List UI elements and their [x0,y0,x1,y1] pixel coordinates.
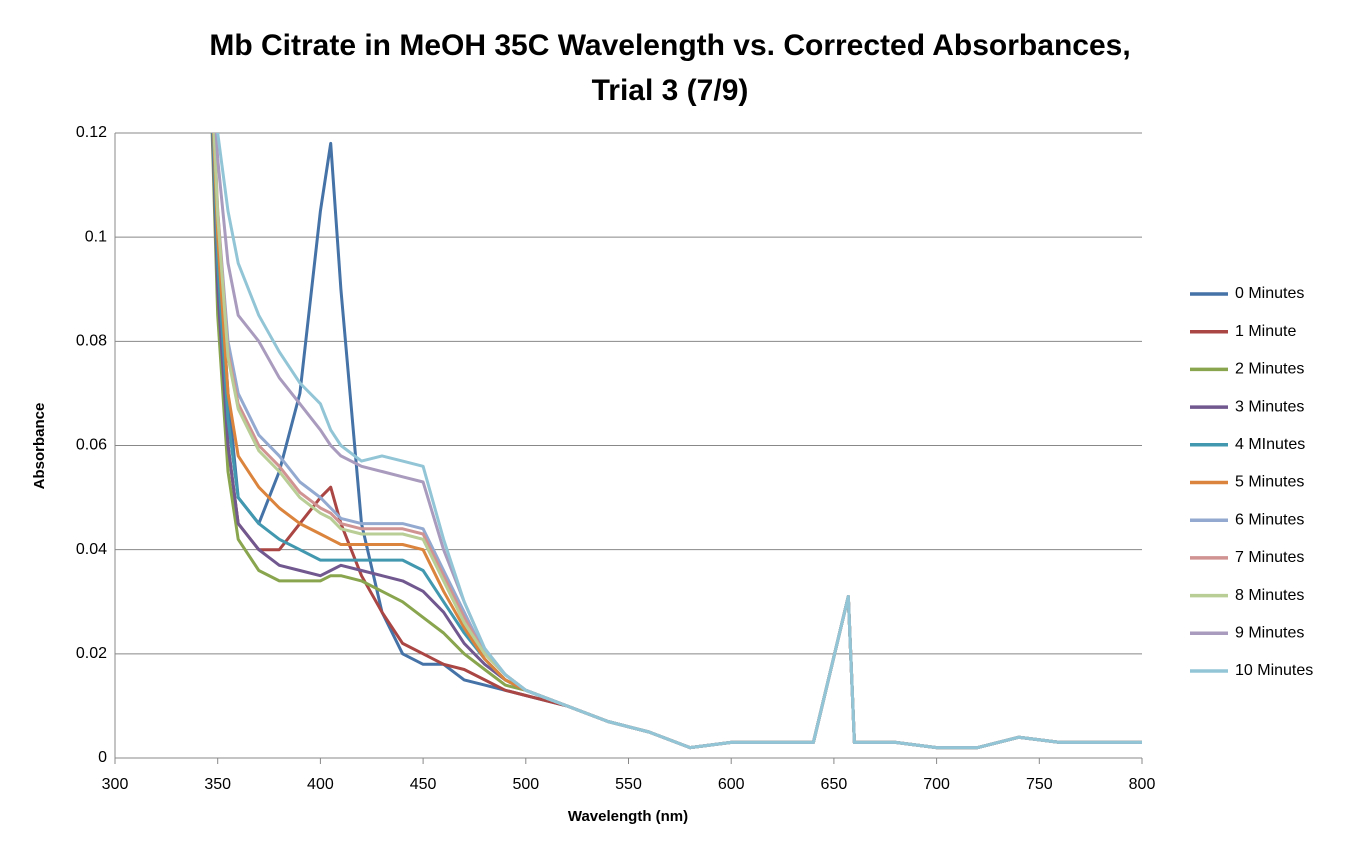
chart-title: Mb Citrate in MeOH 35C Wavelength vs. Co… [209,29,1130,62]
x-axis-title: Wavelength (nm) [568,808,688,825]
x-tick-label: 600 [718,776,745,793]
y-tick-label: 0.06 [76,437,107,454]
series-line [216,133,1142,750]
y-tick-label: 0.1 [85,228,107,245]
chart-subtitle: Trial 3 (7/9) [592,74,749,107]
x-tick-label: 300 [102,776,129,793]
x-tick-label: 450 [410,776,437,793]
legend-label: 9 Minutes [1235,625,1304,642]
legend-label: 8 Minutes [1235,587,1304,604]
x-tick-label: 750 [1026,776,1053,793]
y-tick-label: 0.04 [76,541,107,558]
x-tick-label: 650 [821,776,848,793]
plot-area [210,133,1142,750]
legend-label: 3 Minutes [1235,398,1304,415]
x-tick-label: 400 [307,776,334,793]
y-tick-label: 0 [98,749,107,766]
y-axis-title: Absorbance [31,403,48,490]
x-tick-label: 700 [923,776,950,793]
x-tick-label: 350 [204,776,231,793]
legend-label: 4 MInutes [1235,436,1305,453]
legend-label: 1 Minute [1235,323,1296,340]
legend-label: 6 Minutes [1235,511,1304,528]
x-tick-label: 550 [615,776,642,793]
x-tick-label: 800 [1129,776,1156,793]
x-tick-label: 500 [512,776,539,793]
y-tick-label: 0.12 [76,124,107,141]
grid: 0 0.02 0.04 0.06 0.08 0.1 0.12 300 350 400 450 500 5… [76,124,1156,793]
legend: 0 Minutes 1 Minute 2 Minutes 3 Minutes 4 MIn… [1190,285,1313,679]
legend-label: 2 Minutes [1235,361,1304,378]
legend-label: 7 Minutes [1235,549,1304,566]
legend-label: 10 Minutes [1235,662,1313,679]
series-line [212,133,1142,750]
y-tick-label: 0.08 [76,333,107,350]
y-tick-label: 0.02 [76,645,107,662]
legend-label: 0 Minutes [1235,285,1304,302]
legend-label: 5 Minutes [1235,474,1304,491]
